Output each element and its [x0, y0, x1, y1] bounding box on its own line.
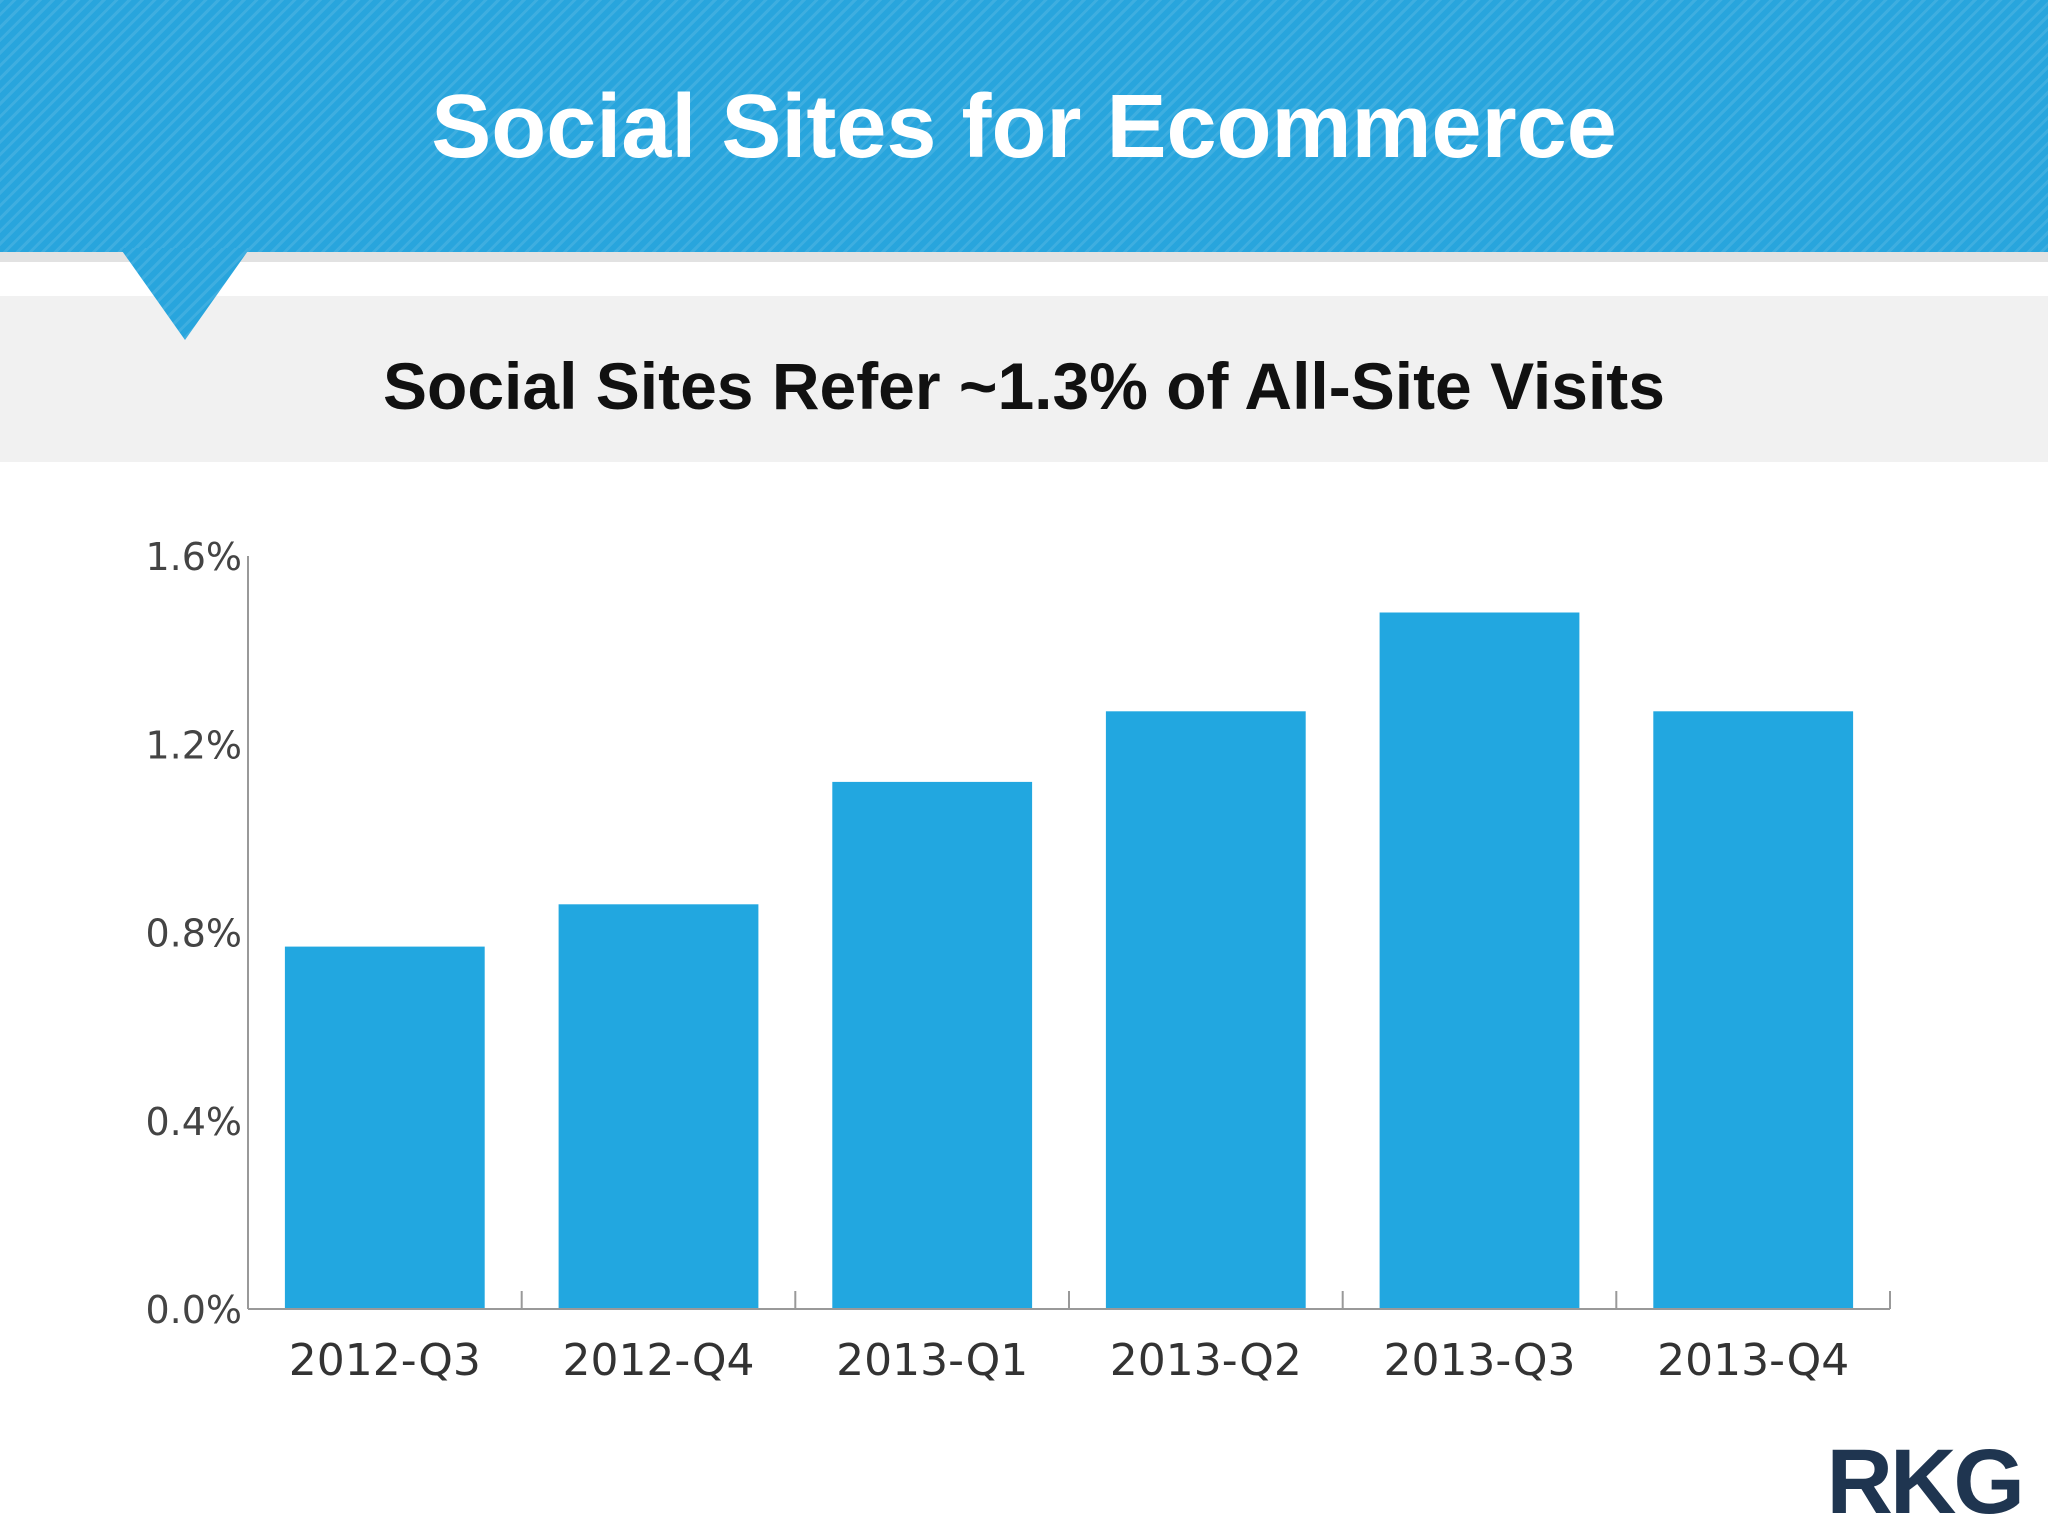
x-tick-label: 2013-Q3 [1383, 1335, 1575, 1386]
bar-2013-Q4 [1653, 711, 1854, 1309]
chart-title: Social Sites Refer ~1.3% of All-Site Vis… [382, 349, 1665, 423]
bars-group [284, 612, 1854, 1309]
bar-2012-Q3 [284, 946, 485, 1309]
y-tick-label: 0.0% [145, 1288, 242, 1332]
title-banner [0, 0, 2048, 252]
y-tick-label: 0.4% [145, 1100, 242, 1144]
x-tick-label: 2013-Q2 [1110, 1335, 1302, 1386]
bar-2013-Q3 [1379, 612, 1580, 1309]
y-tick-label: 1.2% [145, 723, 242, 767]
labels-group: 2012-Q3 2012-Q4 2013-Q1 2013-Q2 2013-Q3 2013-… [145, 535, 1849, 1386]
x-tick-label: 2012-Q3 [289, 1335, 481, 1386]
bar-2012-Q4 [558, 904, 759, 1309]
y-tick-label: 0.8% [145, 912, 242, 956]
x-tick-label: 2012-Q4 [562, 1335, 754, 1386]
subtitle-band [0, 296, 2048, 462]
rkg-logo: RKG [1826, 1431, 2025, 1533]
bar-2013-Q2 [1105, 711, 1306, 1309]
slide-title: Social Sites for Ecommerce [431, 77, 1617, 177]
axes-group [247, 556, 1891, 1310]
x-tick-label: 2013-Q4 [1657, 1335, 1849, 1386]
x-tick-label: 2013-Q1 [836, 1335, 1028, 1386]
bar-2013-Q1 [832, 781, 1033, 1309]
y-tick-label: 1.6% [145, 535, 242, 579]
